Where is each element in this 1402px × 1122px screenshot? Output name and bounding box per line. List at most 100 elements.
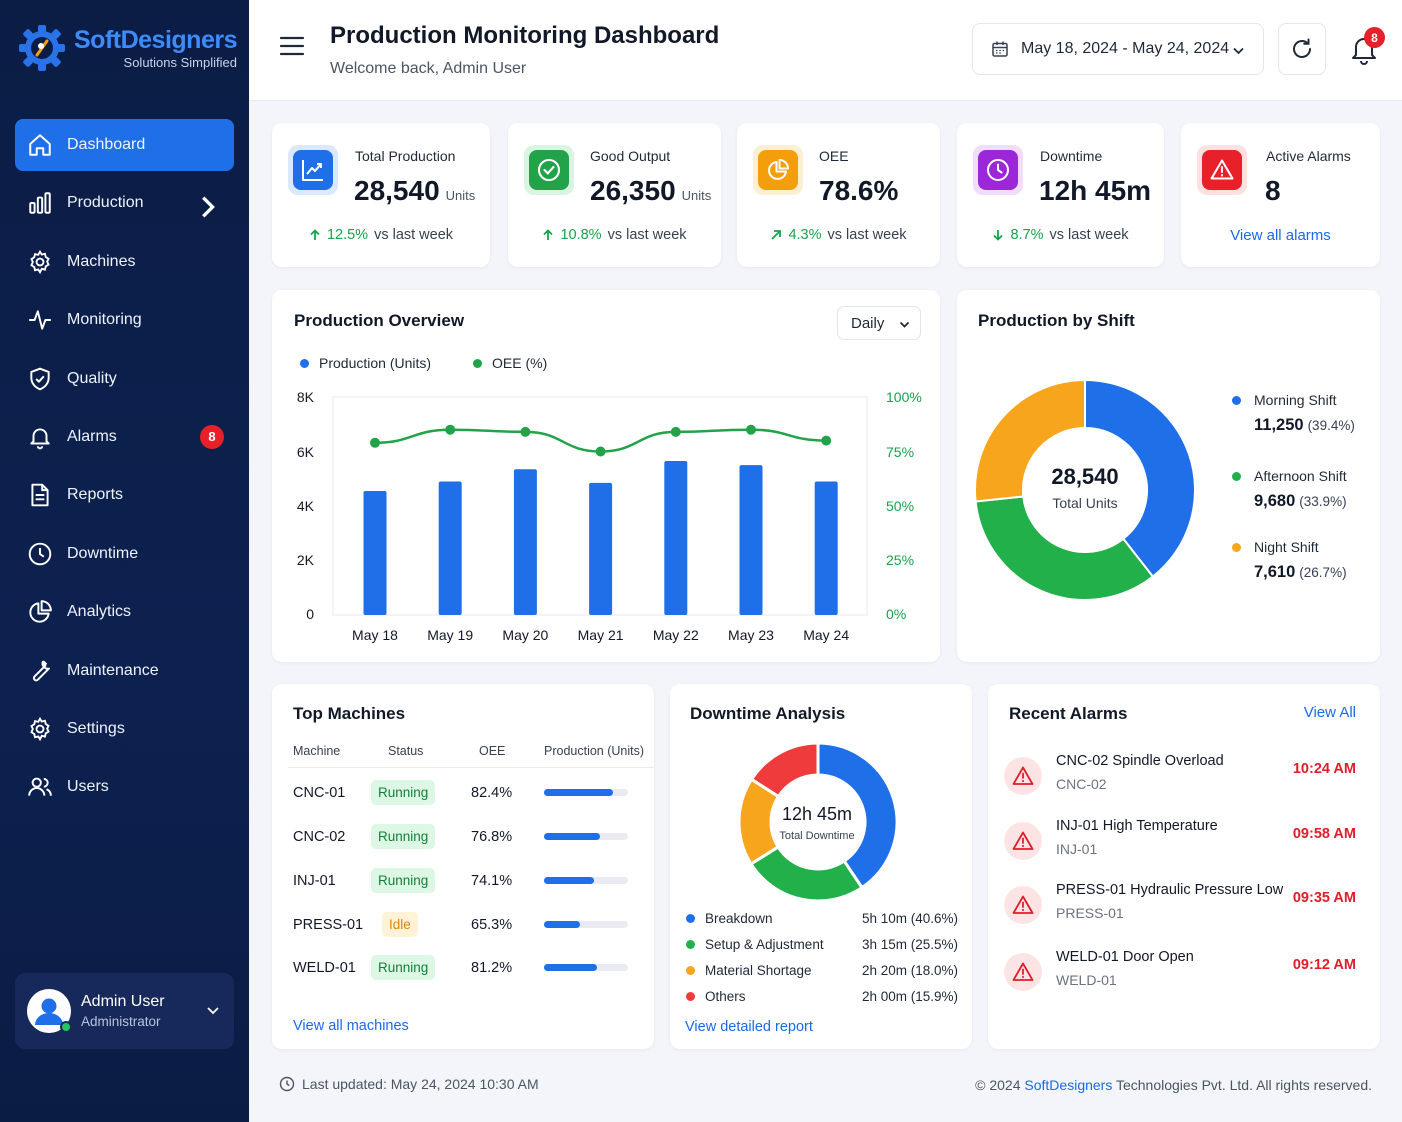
copyright-brand-link[interactable]: SoftDesigners <box>1024 1077 1113 1093</box>
sidebar-item-users[interactable]: Users <box>15 761 234 813</box>
production-bar[interactable] <box>739 465 763 615</box>
date-range-picker[interactable]: May 18, 2024 - May 24, 2024 <box>972 23 1264 75</box>
sidebar: SoftDesigners Solutions Simplified Dashb… <box>0 0 249 1122</box>
donut-slice[interactable] <box>816 741 899 890</box>
view-all-machines-link[interactable]: View all machines <box>293 1018 409 1034</box>
legend-production: Production (Units) <box>300 355 431 371</box>
view-all-alarms-link[interactable]: View All <box>1303 704 1356 721</box>
sidebar-item-downtime[interactable]: Downtime <box>15 528 234 580</box>
oee-point[interactable] <box>445 424 456 435</box>
y2-tick-label: 50% <box>886 498 915 514</box>
sidebar-item-label: Dashboard <box>67 136 146 153</box>
oee-point[interactable] <box>670 426 681 437</box>
kpi-value: 12h 45m <box>1039 175 1152 206</box>
alarm-item[interactable]: WELD-01 Door Open WELD-01 09:12 AM <box>1004 949 1356 1009</box>
donut-slice[interactable] <box>975 495 1155 601</box>
alarm-time: 09:35 AM <box>1292 890 1356 906</box>
card-title: Top Machines <box>293 704 406 723</box>
sidebar-nav: Dashboard Production Machines Monitoring… <box>15 119 234 820</box>
table-row[interactable]: PRESS-01 Idle 65.3% <box>272 904 654 948</box>
kpi-icon-wrap <box>973 145 1023 195</box>
user-avatar-icon <box>35 998 63 1025</box>
production-bar[interactable] <box>363 491 387 615</box>
production-progress-bar <box>544 833 628 840</box>
table-row[interactable]: INJ-01 Running 74.1% <box>272 860 654 904</box>
alarm-item[interactable]: PRESS-01 Hydraulic Pressure Low PRESS-01… <box>1004 882 1356 942</box>
alarm-machine: PRESS-01 <box>1056 905 1124 921</box>
sidebar-item-production[interactable]: Production <box>15 177 234 229</box>
x-tick-label: May 22 <box>652 627 699 643</box>
column-header: OEE <box>479 744 506 758</box>
document-icon <box>31 484 49 507</box>
kpi-card-good-output: Good Output 26,350 Units 10.8% vs last wee… <box>508 123 721 267</box>
status-badge: Running <box>371 868 436 893</box>
sidebar-item-quality[interactable]: Quality <box>15 353 234 405</box>
production-bar[interactable] <box>438 481 462 615</box>
view-detailed-report-link[interactable]: View detailed report <box>685 1019 813 1035</box>
machine-oee: 82.4% <box>471 785 513 801</box>
sidebar-item-monitoring[interactable]: Monitoring <box>15 294 234 346</box>
downtime-donut-chart <box>737 741 899 903</box>
kpi-icon-wrap <box>1197 145 1247 195</box>
production-progress-bar <box>544 921 628 928</box>
production-bar[interactable] <box>664 461 688 615</box>
production-bar[interactable] <box>814 481 838 615</box>
sidebar-item-alarms[interactable]: Alarms 8 <box>15 411 234 463</box>
wrench-icon <box>33 660 50 681</box>
downtime-legend-item: Setup & Adjustment 3h 15m (25.5%) <box>686 937 958 952</box>
sidebar-item-maintenance[interactable]: Maintenance <box>15 645 234 697</box>
warning-triangle-icon <box>1004 822 1042 860</box>
kpi-card-active-alarms: Active Alarms 8 View all alarms <box>1181 123 1380 267</box>
x-tick-label: May 19 <box>427 627 474 643</box>
table-row[interactable]: CNC-01 Running 82.4% <box>272 772 654 816</box>
donut-slice[interactable] <box>749 741 820 799</box>
user-name: Admin User <box>81 993 165 1010</box>
warning-triangle-icon <box>1004 886 1042 924</box>
x-tick-label: May 24 <box>803 627 850 643</box>
column-header: Status <box>388 744 424 758</box>
table-row[interactable]: WELD-01 Running 81.2% <box>272 947 654 991</box>
gear-logo-icon <box>16 22 68 74</box>
kpi-card-downtime: Downtime 12h 45m 8.7% vs last week <box>957 123 1164 267</box>
sidebar-item-reports[interactable]: Reports <box>15 469 234 521</box>
machine-name: CNC-01 <box>293 785 346 801</box>
kpi-card-oee: OEE 78.6% 4.3% vs last week <box>737 123 940 267</box>
alarm-item[interactable]: INJ-01 High Temperature INJ-01 09:58 AM <box>1004 818 1356 878</box>
refresh-button[interactable] <box>1278 23 1326 75</box>
sidebar-item-settings[interactable]: Settings <box>15 703 234 755</box>
period-select[interactable]: Daily <box>837 306 921 340</box>
sidebar-item-label: Machines <box>67 252 136 270</box>
oee-point[interactable] <box>370 437 380 448</box>
warning-triangle-icon <box>1202 150 1242 190</box>
sidebar-item-label: Alarms <box>67 427 117 445</box>
sidebar-item-machines[interactable]: Machines <box>15 236 234 288</box>
oee-point[interactable] <box>746 424 756 435</box>
donut-slice[interactable] <box>975 378 1086 503</box>
production-progress-bar <box>544 964 628 971</box>
sidebar-item-dashboard[interactable]: Dashboard <box>15 119 234 171</box>
oee-point[interactable] <box>520 426 531 437</box>
production-bar[interactable] <box>513 469 537 615</box>
machine-oee: 76.8% <box>471 829 513 845</box>
oee-point[interactable] <box>821 435 832 446</box>
y-tick-label: 8K <box>296 389 314 405</box>
alarm-machine: CNC-02 <box>1056 776 1107 792</box>
home-icon <box>29 134 51 156</box>
table-row[interactable]: CNC-02 Running 76.8% <box>272 816 654 860</box>
oee-point[interactable] <box>595 446 606 457</box>
production-bar[interactable] <box>589 482 613 615</box>
x-tick-label: May 20 <box>502 627 549 643</box>
alarm-item[interactable]: CNC-02 Spindle Overload CNC-02 10:24 AM <box>1004 753 1356 813</box>
sidebar-item-analytics[interactable]: Analytics <box>15 586 234 638</box>
view-all-alarms-link[interactable]: View all alarms <box>1230 227 1331 244</box>
donut-slice[interactable] <box>1084 378 1195 578</box>
chevron-down-icon[interactable] <box>206 1003 220 1017</box>
kpi-label: Good Output <box>590 148 671 164</box>
brand-logo[interactable]: SoftDesigners Solutions Simplified <box>16 22 237 74</box>
hamburger-menu-icon[interactable] <box>279 35 305 57</box>
kpi-trend: 8.7% vs last week <box>957 227 1164 243</box>
kpi-value: 78.6% <box>819 175 899 206</box>
user-profile-card[interactable]: Admin User Administrator <box>15 973 234 1049</box>
period-select-value: Daily <box>851 314 885 332</box>
machine-oee: 65.3% <box>471 917 513 933</box>
